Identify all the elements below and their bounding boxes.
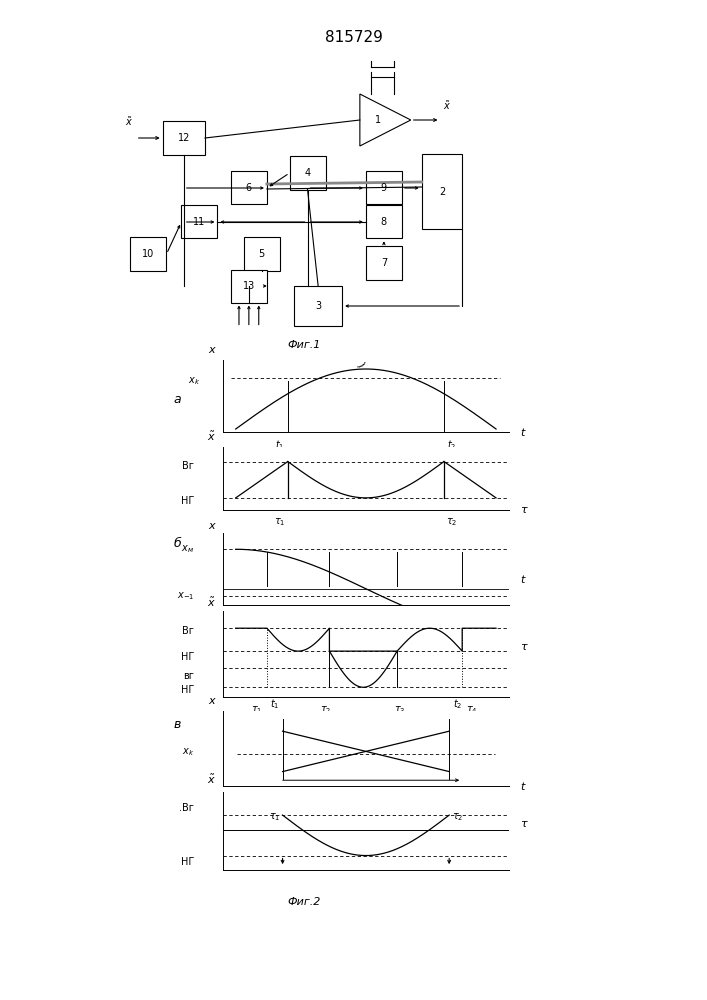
Text: 12: 12 [177,133,190,143]
Text: $\tau_2$: $\tau_2$ [446,516,457,528]
Text: $t_1$: $t_1$ [275,438,285,452]
Text: t: t [520,782,525,792]
Text: $\tau_4$: $\tau_4$ [466,704,478,716]
Text: Фиг.1: Фиг.1 [287,340,321,350]
Text: $\tilde{x}$: $\tilde{x}$ [124,115,133,128]
Text: $\tilde{x}$: $\tilde{x}$ [206,773,216,786]
Text: $x_{-1}$: $x_{-1}$ [177,590,194,602]
Text: $t_3$: $t_3$ [395,617,405,630]
Text: $\tilde{x}$: $\tilde{x}$ [443,99,452,112]
Text: x: x [208,521,214,531]
Text: 13: 13 [243,281,255,291]
Text: $x_k$: $x_k$ [187,375,200,387]
Text: 4: 4 [305,168,310,178]
Text: 11: 11 [193,217,206,227]
Text: ): ) [355,360,366,369]
Text: 8: 8 [381,217,387,227]
Text: $x_м$: $x_м$ [181,543,194,555]
Text: Вг: Вг [182,461,194,471]
Text: $\tau_1$: $\tau_1$ [251,704,263,716]
Text: $\tau_2$: $\tau_2$ [320,704,332,716]
Bar [130,237,167,270]
Text: 815729: 815729 [325,29,382,44]
Text: НГ: НГ [181,857,194,867]
Text: $t_2$: $t_2$ [321,617,330,630]
Text: НГ: НГ [181,685,194,695]
Text: $\tau$: $\tau$ [520,642,530,652]
Text: 10: 10 [142,249,155,259]
Bar [181,205,217,238]
Bar [366,246,402,279]
Text: $t_4$: $t_4$ [467,617,477,630]
Text: t: t [520,575,525,585]
Bar [421,154,462,229]
Polygon shape [360,94,411,146]
Text: $\tau$: $\tau$ [520,819,530,829]
Bar [230,269,267,302]
Bar [163,121,205,154]
Text: t: t [520,428,525,438]
Text: 5: 5 [259,249,264,259]
Text: x: x [208,696,214,706]
Text: Вг: Вг [182,626,194,636]
Text: 3: 3 [315,301,321,311]
Text: $t_2$: $t_2$ [452,697,462,711]
Bar [294,286,342,326]
Bar [290,156,326,190]
Text: $\tau_1$: $\tau_1$ [269,811,280,823]
Text: $t_2$: $t_2$ [447,438,457,452]
Text: $t_1$: $t_1$ [269,697,279,711]
Text: Фиг.2: Фиг.2 [287,897,321,907]
Text: 1: 1 [375,115,381,125]
Text: в: в [173,718,180,731]
Text: а: а [173,393,181,406]
Text: б: б [173,537,181,550]
Bar [366,205,402,238]
Text: x: x [208,345,214,355]
Text: вг: вг [183,671,194,681]
Text: 7: 7 [381,258,387,268]
Text: $t_1$: $t_1$ [252,617,262,630]
Text: НГ: НГ [181,496,194,506]
Text: 9: 9 [381,183,387,193]
Text: $\tau_3$: $\tau_3$ [395,704,406,716]
Text: $\tau_2$: $\tau_2$ [452,811,463,823]
Text: $\tilde{x}$: $\tilde{x}$ [206,596,216,609]
Bar [243,237,279,270]
Bar [366,171,402,204]
Text: $\tau_1$: $\tau_1$ [274,516,286,528]
Text: НГ: НГ [181,652,194,662]
Text: .Вг: .Вг [179,803,194,813]
Text: $\tilde{x}$: $\tilde{x}$ [206,430,216,443]
Text: $\tau$: $\tau$ [520,505,530,515]
Text: 6: 6 [246,183,252,193]
Text: 2: 2 [439,187,445,197]
Bar [230,171,267,204]
Text: $x_k$: $x_k$ [182,746,194,758]
